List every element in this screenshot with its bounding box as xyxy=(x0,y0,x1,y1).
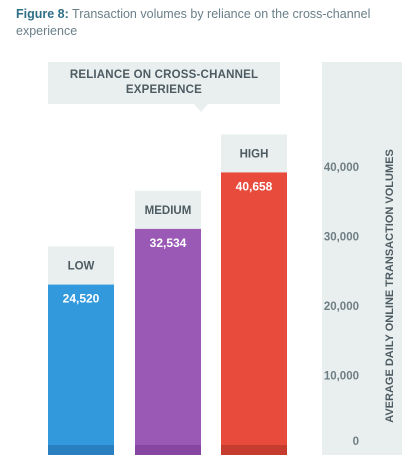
y-axis-title: AVERAGE DAILY ONLINE TRANSACTION VOLUMES xyxy=(384,149,396,423)
y-axis-panel xyxy=(322,62,402,455)
figure-caption-lead: Figure 8: xyxy=(16,7,69,21)
bar-low xyxy=(48,284,114,455)
value-label-low: 24,520 xyxy=(63,292,100,306)
figure-caption: Figure 8: Transaction volumes by relianc… xyxy=(16,6,386,40)
category-tile-high xyxy=(221,134,287,173)
category-label-high: HIGH xyxy=(240,148,269,160)
y-tick-label: 20,000 xyxy=(324,301,359,313)
y-tick-label: 30,000 xyxy=(324,232,359,244)
legend-title: RELIANCE ON CROSS-CHANNEL EXPERIENCE xyxy=(69,69,259,96)
bar-base-medium xyxy=(135,445,201,455)
category-tile-low xyxy=(48,246,114,285)
value-label-high: 40,658 xyxy=(236,179,273,193)
bar-base-high xyxy=(221,445,287,455)
bar-base-low xyxy=(48,445,114,455)
y-tick-label: 40,000 xyxy=(324,162,359,174)
y-tick-label: 10,000 xyxy=(324,371,359,383)
category-label-medium: MEDIUM xyxy=(145,205,192,217)
figure-caption-text: Transaction volumes by reliance on the c… xyxy=(16,7,371,38)
bar-high xyxy=(221,172,287,456)
bar-medium xyxy=(135,228,201,455)
legend-title-box: RELIANCE ON CROSS-CHANNEL EXPERIENCE xyxy=(48,62,280,112)
y-tick-label: 0 xyxy=(353,436,359,448)
category-tile-medium xyxy=(135,190,201,229)
category-label-low: LOW xyxy=(68,261,95,273)
legend-pointer xyxy=(194,104,208,112)
value-label-medium: 32,534 xyxy=(150,236,187,250)
